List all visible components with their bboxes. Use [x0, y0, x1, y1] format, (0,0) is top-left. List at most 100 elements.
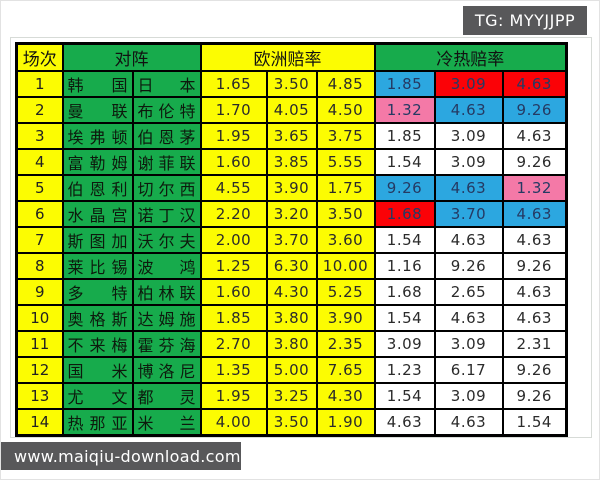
away-team-cell: 霍芬海	[131, 330, 202, 358]
away-team-cell: 谢菲联	[131, 148, 202, 176]
euro-odds-cell: 3.25	[265, 382, 318, 410]
table-row: 9 多特柏林联 1.60 4.30 5.25 1.68 2.65 4.63	[15, 278, 568, 306]
away-team-cell: 诺丁汉	[131, 200, 202, 228]
match-number-cell: 3	[15, 122, 64, 150]
home-team-cell: 国米	[61, 356, 134, 384]
euro-odds-cell: 1.25	[199, 252, 268, 280]
header-euro-odds: 欧洲赔率	[199, 42, 376, 72]
coldhot-odds-cell: 9.26	[501, 382, 568, 410]
coldhot-odds-cell: 6.17	[433, 356, 504, 384]
home-team-cell: 韩国	[61, 70, 134, 98]
euro-odds-cell: 1.35	[199, 356, 268, 384]
euro-odds-cell: 1.65	[199, 70, 268, 98]
away-team-cell: 波鸿	[131, 252, 202, 280]
home-team-name: 埃弗顿	[67, 128, 128, 147]
site-watermark-text: www.maiqiu-download.com	[14, 446, 241, 466]
euro-odds-cell: 1.60	[199, 278, 268, 306]
away-team-cell: 博洛尼	[131, 356, 202, 384]
euro-odds-cell: 1.90	[315, 408, 376, 437]
euro-odds-cell: 3.80	[265, 304, 318, 332]
euro-odds-cell: 4.55	[199, 174, 268, 202]
coldhot-odds-cell: 4.63	[501, 70, 568, 98]
home-team-cell: 热那亚	[61, 408, 134, 437]
coldhot-odds-cell: 4.63	[433, 174, 504, 202]
coldhot-odds-cell: 1.85	[373, 70, 436, 98]
coldhot-odds-cell: 3.09	[433, 330, 504, 358]
home-team-name: 莱比锡	[67, 258, 128, 277]
coldhot-odds-cell: 1.16	[373, 252, 436, 280]
home-team-name: 国米	[67, 362, 128, 381]
match-number-cell: 14	[15, 408, 64, 437]
euro-odds-cell: 1.95	[199, 122, 268, 150]
euro-odds-cell: 3.80	[265, 330, 318, 358]
table-row: 1 韩国日本 1.65 3.50 4.85 1.85 3.09 4.63	[15, 70, 568, 98]
match-number-cell: 13	[15, 382, 64, 410]
home-team-cell: 尤文	[61, 382, 134, 410]
away-team-name: 霍芬海	[137, 336, 196, 355]
match-number-cell: 12	[15, 356, 64, 384]
home-team-cell: 伯恩利	[61, 174, 134, 202]
coldhot-odds-cell: 3.09	[433, 122, 504, 150]
home-team-cell: 多特	[61, 278, 134, 306]
home-team-name: 曼联	[67, 102, 128, 121]
euro-odds-cell: 3.60	[315, 226, 376, 254]
home-team-name: 尤文	[67, 388, 128, 407]
euro-odds-cell: 3.50	[265, 70, 318, 98]
table-row: 11 不来梅霍芬海 2.70 3.80 2.35 3.09 3.09 2.31	[15, 330, 568, 358]
away-team-name: 博洛尼	[137, 362, 196, 381]
euro-odds-cell: 4.05	[265, 96, 318, 124]
match-number-cell: 1	[15, 70, 64, 98]
euro-odds-cell: 3.90	[265, 174, 318, 202]
coldhot-odds-cell: 1.54	[373, 226, 436, 254]
match-number-cell: 11	[15, 330, 64, 358]
euro-odds-cell: 3.50	[315, 200, 376, 228]
home-team-cell: 水晶宫	[61, 200, 134, 228]
away-team-cell: 柏林联	[131, 278, 202, 306]
odds-table: 场次 对阵 欧洲赔率 冷热赔率 1 韩国日本 1.65 3.50 4.85 1.85 3.0…	[15, 42, 568, 437]
telegram-watermark: TG: MYYJJPP	[463, 6, 587, 35]
coldhot-odds-cell: 2.31	[501, 330, 568, 358]
euro-odds-cell: 4.50	[315, 96, 376, 124]
away-team-cell: 布伦特	[131, 96, 202, 124]
home-team-name: 热那亚	[67, 414, 128, 433]
home-team-name: 水晶宫	[67, 206, 128, 225]
away-team-cell: 都灵	[131, 382, 202, 410]
away-team-cell: 日本	[131, 70, 202, 98]
away-team-cell: 沃尔夫	[131, 226, 202, 254]
coldhot-odds-cell: 1.54	[501, 408, 568, 437]
coldhot-odds-cell: 1.23	[373, 356, 436, 384]
euro-odds-cell: 1.60	[199, 148, 268, 176]
coldhot-odds-cell: 4.63	[501, 226, 568, 254]
table-header-row: 场次 对阵 欧洲赔率 冷热赔率	[15, 42, 568, 72]
table-row: 6 水晶宫诺丁汉 2.20 3.20 3.50 1.68 3.70 4.63	[15, 200, 568, 228]
away-team-name: 伯恩茅	[137, 128, 196, 147]
away-team-name: 布伦特	[137, 102, 196, 121]
coldhot-odds-cell: 4.63	[501, 122, 568, 150]
away-team-cell: 米兰	[131, 408, 202, 437]
coldhot-odds-cell: 1.85	[373, 122, 436, 150]
telegram-watermark-text: TG: MYYJJPP	[474, 11, 576, 30]
away-team-name: 波鸿	[137, 258, 196, 277]
euro-odds-cell: 3.20	[265, 200, 318, 228]
euro-odds-cell: 3.75	[315, 122, 376, 150]
coldhot-odds-cell: 9.26	[501, 356, 568, 384]
euro-odds-cell: 3.50	[265, 408, 318, 437]
home-team-cell: 奥格斯	[61, 304, 134, 332]
euro-odds-cell: 1.70	[199, 96, 268, 124]
coldhot-odds-cell: 1.68	[373, 200, 436, 228]
away-team-name: 谢菲联	[137, 154, 196, 173]
coldhot-odds-cell: 9.26	[501, 96, 568, 124]
coldhot-odds-cell: 1.32	[501, 174, 568, 202]
match-number-cell: 9	[15, 278, 64, 306]
euro-odds-cell: 10.00	[315, 252, 376, 280]
table-row: 14 热那亚米兰 4.00 3.50 1.90 4.63 4.63 1.54	[15, 408, 568, 437]
home-team-cell: 斯图加	[61, 226, 134, 254]
coldhot-odds-cell: 2.65	[433, 278, 504, 306]
away-team-name: 切尔西	[137, 180, 196, 199]
euro-odds-cell: 2.35	[315, 330, 376, 358]
euro-odds-cell: 5.00	[265, 356, 318, 384]
coldhot-odds-cell: 1.54	[373, 148, 436, 176]
euro-odds-cell: 1.85	[199, 304, 268, 332]
coldhot-odds-cell: 1.68	[373, 278, 436, 306]
match-number-cell: 7	[15, 226, 64, 254]
